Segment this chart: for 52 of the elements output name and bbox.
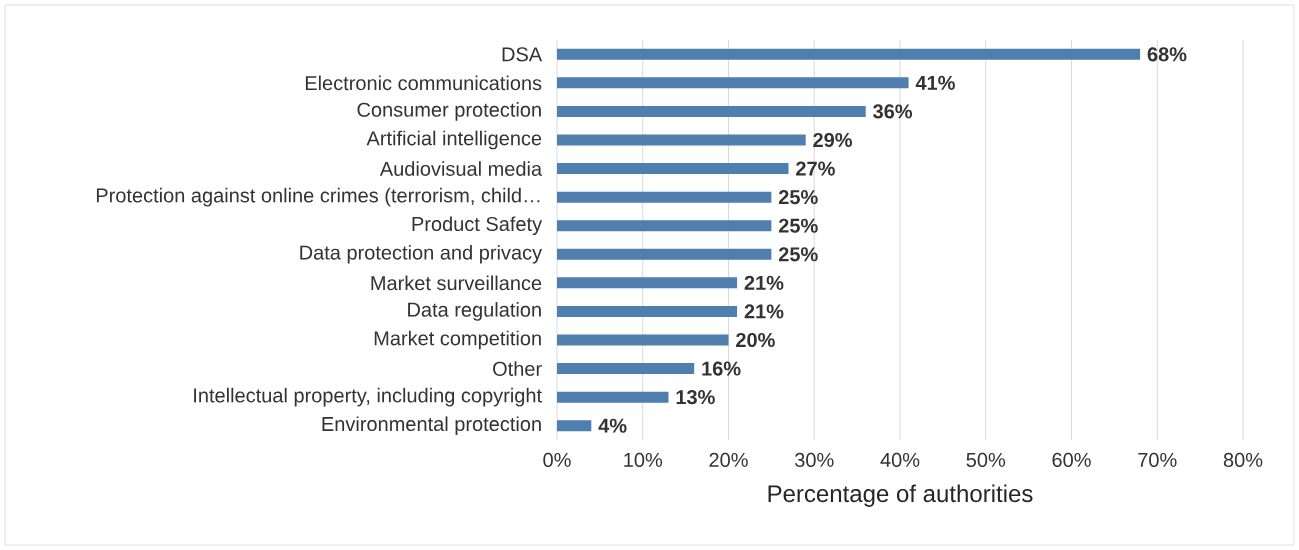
x-tick-label: 10%	[624, 452, 663, 468]
x-tick-label: 40%	[880, 452, 920, 468]
x-tick-label: 30%	[795, 452, 834, 468]
y-tick-label: Audiovisual media	[379, 161, 543, 176]
y-tick-label: Artificial intelligence	[366, 130, 542, 150]
x-tick-label: 80%	[1223, 452, 1263, 468]
data-label: 36%	[873, 104, 913, 119]
bar	[557, 191, 772, 203]
y-tick-label: DSA	[502, 47, 543, 62]
x-tick-label: 60%	[1052, 452, 1091, 468]
data-label: 21%	[744, 275, 784, 290]
data-label: 25%	[778, 218, 818, 233]
y-tick-label: Data regulation	[408, 302, 541, 321]
x-tick-label: 70%	[1138, 452, 1177, 468]
bar	[557, 163, 789, 175]
data-label: 25%	[778, 190, 818, 205]
data-label: 16%	[702, 361, 741, 376]
data-label: 13%	[676, 390, 715, 405]
data-label: 29%	[813, 132, 853, 148]
y-tick-label: Data protection and privacy	[300, 244, 543, 264]
data-label: 21%	[744, 304, 784, 319]
data-label: 41%	[915, 75, 955, 90]
data-label: 25%	[778, 247, 818, 262]
bar	[557, 105, 866, 117]
data-label: 4%	[598, 418, 627, 433]
y-tick-label: Consumer protection	[357, 102, 541, 121]
data-label: 27%	[796, 161, 835, 176]
x-tick-label: 50%	[966, 452, 1006, 468]
bar	[557, 334, 729, 346]
bar	[557, 48, 1141, 60]
bar	[557, 305, 738, 317]
y-tick-label: Product Safety	[412, 216, 543, 236]
y-tick-label: Protection against online crimes (terrorism, child…	[96, 187, 540, 207]
bar	[557, 363, 695, 375]
bar	[557, 77, 909, 89]
y-tick-label: Market competition	[374, 330, 541, 350]
bar	[557, 391, 669, 403]
data-label: 68%	[1147, 47, 1187, 62]
x-axis-title: Percentage of authorities	[768, 484, 1033, 507]
x-tick-label: 20%	[709, 452, 748, 468]
bar	[557, 248, 772, 260]
y-tick-label: Intellectual property, including copyright	[194, 387, 542, 407]
bar	[557, 277, 738, 289]
bar	[557, 420, 592, 432]
y-tick-label: Environmental protection	[322, 416, 541, 436]
bar	[557, 134, 806, 146]
y-tick-label: Market surveillance	[371, 275, 542, 291]
x-tick-label: 0%	[543, 452, 571, 468]
y-tick-label: Electronic communications	[305, 75, 542, 91]
y-tick-label: Other	[493, 361, 542, 376]
bar	[557, 220, 772, 232]
data-label: 20%	[736, 332, 775, 348]
